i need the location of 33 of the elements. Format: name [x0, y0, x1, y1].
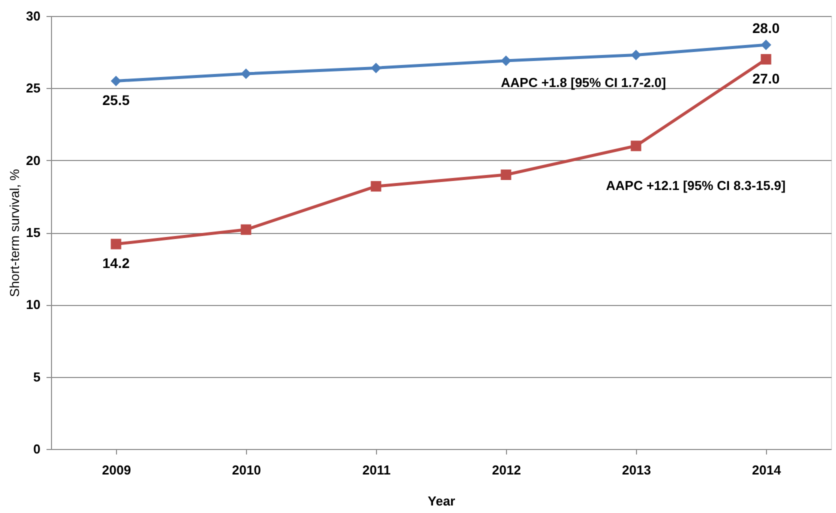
y-tick-label: 0 — [33, 442, 40, 456]
x-tick-label: 2014 — [752, 462, 782, 478]
annotation: AAPC +1.8 [95% CI 1.7-2.0] — [500, 74, 666, 90]
data-label: 28.0 — [752, 20, 780, 36]
point — [240, 68, 252, 79]
y-tick-label: 30 — [26, 8, 40, 24]
x-tick-label: 2012 — [492, 462, 521, 478]
x-axis-title: Year — [428, 494, 456, 508]
point — [370, 181, 382, 192]
y-tick-label: 10 — [26, 297, 40, 312]
point — [240, 224, 252, 235]
x-tick-label: 2011 — [362, 462, 391, 478]
point — [110, 238, 122, 250]
point — [110, 76, 122, 86]
point — [500, 170, 512, 180]
data-label: 14.2 — [102, 255, 130, 272]
y-axis-title: Short-term survival, % — [7, 168, 22, 297]
x-tick-label: 2010 — [232, 462, 261, 478]
data-label: 27.0 — [752, 70, 780, 86]
y-tick-label: 15 — [26, 225, 40, 240]
point — [630, 50, 642, 60]
point — [630, 140, 642, 152]
x-tick-label: 2009 — [102, 462, 131, 478]
y-tick-label: 20 — [26, 152, 40, 168]
annotation: AAPC +12.1 [95% CI 8.3-15.9] — [606, 178, 786, 193]
x-tick-label: 2013 — [622, 462, 651, 478]
point — [760, 54, 772, 65]
point — [760, 40, 772, 50]
data-label: 25.5 — [102, 92, 130, 108]
point — [370, 62, 382, 74]
point — [500, 56, 512, 66]
y-tick-label: 5 — [33, 369, 40, 384]
y-tick-label: 25 — [26, 80, 40, 96]
